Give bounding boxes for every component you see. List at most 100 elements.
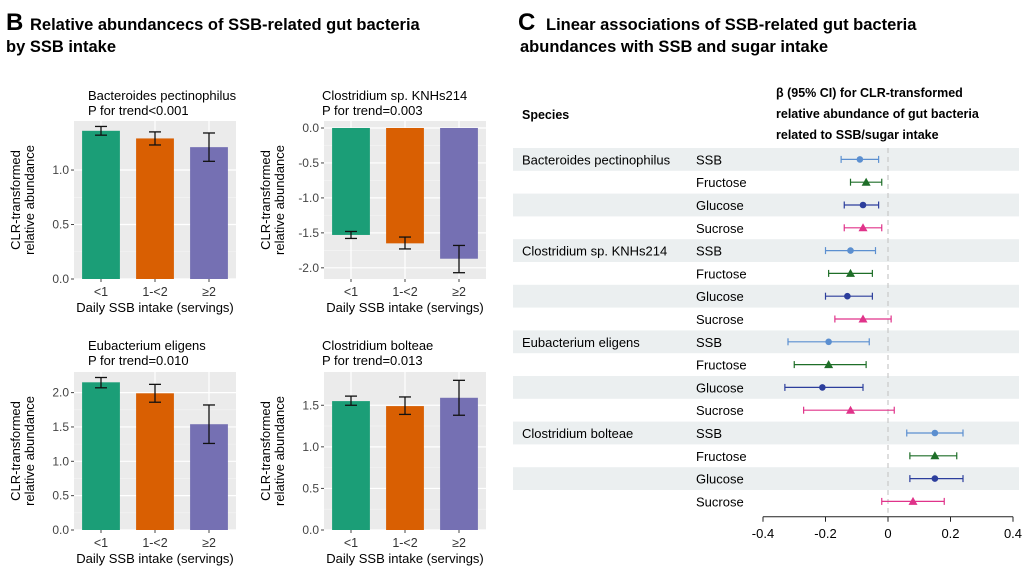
x-tick-label: 1-<2 bbox=[392, 285, 417, 299]
point-estimate-triangle bbox=[861, 177, 871, 186]
x-axis-label: Daily SSB intake (servings) bbox=[76, 551, 234, 566]
bar bbox=[82, 382, 120, 530]
y-axis-label-line2: relative abundance bbox=[22, 145, 37, 255]
point-estimate-circle bbox=[931, 475, 939, 482]
x-tick-label: ≥2 bbox=[202, 536, 216, 550]
y-tick-label: 1.0 bbox=[52, 454, 69, 468]
y-tick-label: -1.5 bbox=[298, 226, 319, 240]
y-axis-label-line1: CLR-transformed bbox=[8, 401, 23, 501]
point-estimate-circle bbox=[825, 338, 832, 346]
point-estimate-circle bbox=[847, 247, 854, 254]
x-tick-label: <1 bbox=[94, 285, 108, 299]
x-axis-label: Daily SSB intake (servings) bbox=[76, 300, 234, 315]
exposure-label: SSB bbox=[696, 152, 722, 167]
point-estimate-circle bbox=[856, 156, 864, 163]
bar bbox=[332, 401, 370, 530]
exposure-label: Fructose bbox=[696, 175, 747, 190]
point-estimate-circle bbox=[931, 429, 939, 437]
species-label: Eubacterium eligens bbox=[522, 335, 640, 350]
chart-subtitle: P for trend<0.001 bbox=[88, 103, 189, 118]
bar bbox=[440, 397, 478, 530]
x-tick-label: ≥2 bbox=[452, 285, 466, 299]
bar bbox=[386, 406, 424, 530]
exposure-label: SSB bbox=[696, 244, 722, 259]
y-tick-label: 0.0 bbox=[302, 523, 319, 537]
exposure-label: Glucose bbox=[696, 289, 744, 304]
forest-plot: Species β (95% CI) for CLR-transformed rel… bbox=[513, 86, 1022, 541]
exposure-label: Glucose bbox=[696, 472, 744, 487]
panel-c-title-line2: abundances with SSB and sugar intake bbox=[520, 38, 828, 56]
bar bbox=[440, 127, 478, 259]
row-band bbox=[513, 193, 1019, 217]
exposure-label: Sucrose bbox=[696, 494, 744, 509]
bar bbox=[190, 147, 228, 279]
x-tick-label: -0.2 bbox=[814, 526, 836, 541]
x-tick-label: 0 bbox=[884, 526, 891, 541]
x-tick-label: 1-<2 bbox=[392, 536, 417, 550]
row-band bbox=[513, 467, 1019, 490]
exposure-label: Fructose bbox=[696, 266, 747, 281]
x-tick-label: -0.4 bbox=[752, 526, 774, 541]
y-axis-label-line1: CLR-transformed bbox=[258, 401, 273, 501]
x-tick-label: 1-<2 bbox=[142, 285, 167, 299]
header-beta-line: related to SSB/sugar intake bbox=[776, 128, 939, 142]
species-label: Bacteroides pectinophilus bbox=[522, 152, 671, 167]
panel-b-title-line1: Relative abundancecs of SSB-related gut … bbox=[30, 16, 421, 34]
y-tick-label: 2.0 bbox=[52, 386, 69, 400]
y-tick-label: 0.5 bbox=[52, 489, 69, 503]
x-axis-label: Daily SSB intake (servings) bbox=[326, 551, 484, 566]
chart-subtitle: P for trend=0.010 bbox=[88, 353, 189, 368]
point-estimate-triangle bbox=[858, 314, 868, 323]
species-label: Clostridium sp. KNHs214 bbox=[522, 244, 667, 259]
point-estimate-triangle bbox=[846, 268, 855, 277]
row-band bbox=[513, 376, 1019, 399]
panel-b-title-line2: by SSB intake bbox=[6, 38, 116, 56]
exposure-label: Fructose bbox=[696, 358, 747, 373]
x-tick-label: ≥2 bbox=[202, 285, 216, 299]
point-estimate-triangle bbox=[930, 451, 940, 460]
point-estimate-circle bbox=[859, 201, 867, 209]
y-tick-label: 0.5 bbox=[302, 481, 319, 495]
y-tick-label: 1.5 bbox=[52, 420, 69, 434]
x-tick-label: 0.2 bbox=[941, 526, 959, 541]
y-axis-label-line1: CLR-transformed bbox=[8, 150, 23, 250]
x-tick-label: <1 bbox=[344, 285, 358, 299]
header-species: Species bbox=[522, 108, 569, 122]
exposure-label: SSB bbox=[696, 335, 722, 350]
x-tick-label: <1 bbox=[344, 536, 358, 550]
y-tick-label: 0.0 bbox=[302, 121, 319, 135]
species-label: Clostridium bolteae bbox=[522, 426, 633, 441]
panel-c-title-line1: Linear associations of SSB-related gut b… bbox=[546, 16, 917, 34]
panel-b-label: B bbox=[6, 9, 23, 36]
y-axis-label-line2: relative abundance bbox=[272, 396, 287, 506]
x-tick-label: ≥2 bbox=[452, 536, 466, 550]
row-band bbox=[513, 421, 1019, 445]
bar bbox=[136, 138, 174, 279]
x-tick-label: 1-<2 bbox=[142, 536, 167, 550]
x-tick-label: 0.4 bbox=[1004, 526, 1022, 541]
exposure-label: Fructose bbox=[696, 449, 747, 464]
row-band bbox=[513, 330, 1019, 354]
exposure-label: Glucose bbox=[696, 198, 744, 213]
point-estimate-circle bbox=[844, 292, 851, 300]
point-estimate-circle bbox=[819, 384, 826, 391]
bar bbox=[82, 130, 120, 279]
chart-title: Eubacterium eligens bbox=[88, 338, 206, 353]
y-tick-label: 0.0 bbox=[52, 523, 69, 537]
point-estimate-triangle bbox=[858, 223, 868, 232]
y-tick-label: 0.0 bbox=[52, 272, 69, 286]
row-band bbox=[513, 284, 1019, 308]
row-band bbox=[513, 239, 1019, 262]
y-tick-label: -2.0 bbox=[298, 261, 319, 275]
point-estimate-triangle bbox=[846, 405, 855, 414]
exposure-label: Sucrose bbox=[696, 221, 744, 236]
chart-title: Bacteroides pectinophilus bbox=[88, 88, 237, 103]
y-axis-label-line1: CLR-transformed bbox=[258, 150, 273, 250]
header-beta-line: β (95% CI) for CLR-transformed bbox=[776, 86, 963, 100]
exposure-label: Sucrose bbox=[696, 312, 744, 327]
